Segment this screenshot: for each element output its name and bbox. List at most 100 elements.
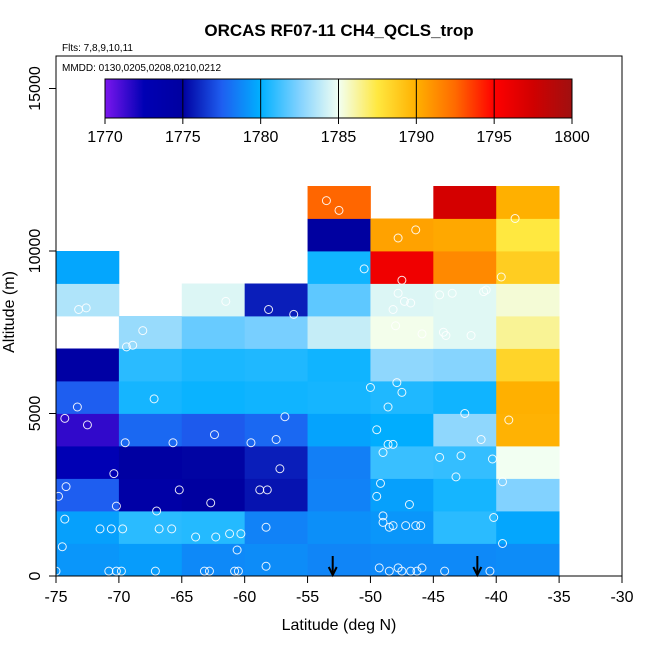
observation-point bbox=[383, 439, 393, 449]
heatmap-cell bbox=[433, 413, 497, 447]
observation-point bbox=[378, 517, 388, 527]
observation-point bbox=[412, 566, 422, 576]
observation-point bbox=[289, 309, 299, 319]
chart-title: ORCAS RF07-11 CH4_QCLS_trop bbox=[204, 21, 473, 40]
heatmap-cell bbox=[244, 413, 308, 447]
observation-point bbox=[150, 566, 160, 576]
observation-point bbox=[128, 340, 138, 350]
observation-point bbox=[391, 321, 401, 331]
heatmap-cell bbox=[244, 446, 308, 479]
heatmap-cell bbox=[56, 543, 120, 577]
observation-point bbox=[438, 327, 448, 337]
latitude-arrows bbox=[327, 556, 483, 578]
heatmap-cell bbox=[307, 316, 371, 349]
y-tick-label: 0 bbox=[27, 571, 44, 580]
observation-point bbox=[460, 409, 470, 418]
heatmap-cell bbox=[118, 446, 183, 479]
x-axis-label: Latitude (deg N) bbox=[282, 617, 397, 634]
observation-point bbox=[95, 524, 105, 534]
heatmap-cell bbox=[244, 316, 308, 349]
observation-point bbox=[60, 413, 70, 423]
heatmap-cell bbox=[433, 478, 497, 512]
observation-point bbox=[111, 501, 121, 511]
observation-point bbox=[206, 498, 216, 508]
heatmap-cell bbox=[181, 413, 246, 447]
heatmap-cell bbox=[181, 283, 246, 317]
observation-point bbox=[384, 522, 394, 532]
observation-point bbox=[417, 563, 427, 573]
heatmap-cell bbox=[307, 446, 371, 479]
observation-point bbox=[230, 566, 240, 576]
observation-point bbox=[451, 472, 461, 482]
colorbar-tick-label: 1775 bbox=[165, 129, 201, 146]
observation-point bbox=[199, 566, 209, 576]
observation-point bbox=[221, 296, 231, 306]
colorbar-tick-label: 1795 bbox=[476, 129, 512, 146]
colorbar-ticks: 1770 1775 1780 1785 1790 1795 1800 bbox=[87, 79, 590, 146]
observation-point bbox=[61, 482, 71, 492]
colorbar: 1770 1775 1780 1785 1790 1795 1800 bbox=[87, 78, 590, 146]
heatmap-cell bbox=[496, 218, 560, 252]
observation-point bbox=[404, 500, 414, 509]
heatmap-cells bbox=[56, 186, 560, 577]
heatmap-cell bbox=[56, 283, 120, 317]
arrow-head bbox=[472, 566, 483, 578]
observation-point bbox=[321, 196, 331, 206]
heatmap-cell bbox=[244, 283, 308, 317]
heatmap-cell bbox=[118, 413, 183, 447]
x-tick-label: -35 bbox=[548, 589, 571, 606]
colorbar-tick-label: 1785 bbox=[321, 129, 357, 146]
observation-point bbox=[66, 335, 76, 345]
heatmap-cell bbox=[433, 251, 497, 284]
observation-point bbox=[378, 448, 388, 457]
observation-point bbox=[255, 485, 265, 495]
heatmap-cell bbox=[433, 186, 497, 219]
observation-point bbox=[406, 298, 416, 308]
heatmap-cell bbox=[118, 348, 183, 382]
observation-point bbox=[57, 542, 67, 552]
heatmap-cell bbox=[244, 381, 308, 414]
colorbar-tick-label: 1770 bbox=[87, 129, 123, 146]
heatmap-cell bbox=[181, 511, 246, 544]
observation-point bbox=[334, 205, 344, 215]
observation-point bbox=[489, 513, 499, 522]
observation-point bbox=[411, 521, 421, 531]
heatmap-cell bbox=[433, 446, 497, 479]
heatmap-cell bbox=[307, 478, 371, 512]
observation-point bbox=[372, 491, 382, 501]
heatmap-cell bbox=[244, 348, 308, 382]
observation-point bbox=[417, 329, 427, 339]
observation-point bbox=[154, 524, 164, 534]
observation-point bbox=[120, 438, 130, 448]
dates-note: MMDD: 0130,0205,0208,0210,0212 bbox=[62, 63, 221, 74]
plot-frame bbox=[55, 55, 623, 577]
observation-point bbox=[372, 425, 382, 435]
observation-point bbox=[225, 529, 235, 539]
heatmap-cell bbox=[56, 251, 120, 284]
heatmap-cell bbox=[181, 348, 246, 382]
observation-point bbox=[149, 394, 159, 404]
observation-point bbox=[393, 233, 403, 243]
heatmap-cell bbox=[244, 478, 308, 512]
heatmap-cell bbox=[496, 316, 560, 349]
heatmap-cell bbox=[496, 251, 560, 284]
x-tick-label: -45 bbox=[422, 589, 445, 606]
heatmap-cell bbox=[307, 511, 371, 544]
observation-point bbox=[397, 566, 407, 576]
heatmap-cell bbox=[307, 218, 371, 252]
heatmap-cell bbox=[433, 316, 497, 349]
observation-point bbox=[416, 521, 426, 531]
x-tick-label: -30 bbox=[610, 589, 633, 606]
heatmap-cell bbox=[181, 446, 246, 479]
heatmap-cell bbox=[118, 511, 183, 544]
x-tick-label: -55 bbox=[296, 589, 319, 606]
observation-point bbox=[393, 288, 403, 298]
observation-point bbox=[174, 485, 184, 495]
heatmap-cell bbox=[433, 511, 497, 544]
observation-point bbox=[211, 532, 221, 542]
y-tick-label: 15000 bbox=[27, 66, 44, 111]
observation-points bbox=[51, 196, 520, 576]
x-tick-label: -40 bbox=[485, 589, 508, 606]
observation-point bbox=[232, 545, 242, 555]
